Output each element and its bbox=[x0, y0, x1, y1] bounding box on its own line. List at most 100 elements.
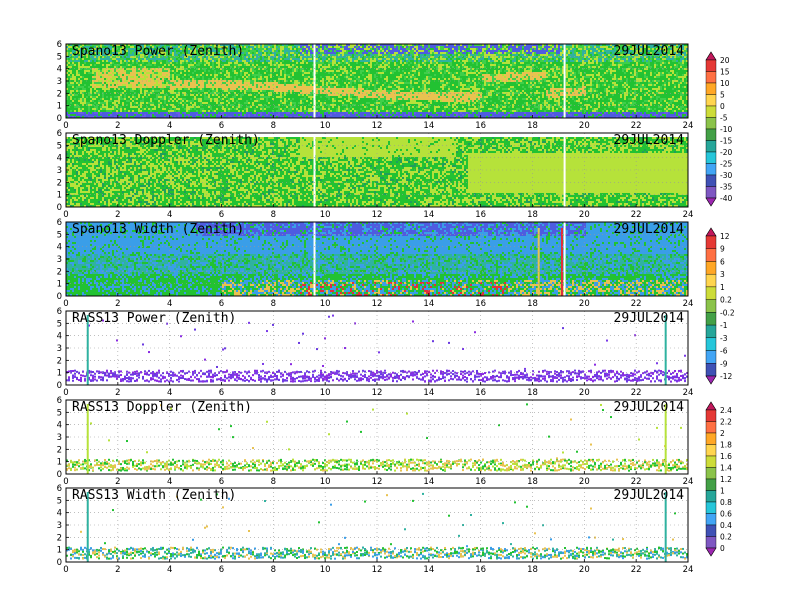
heatmap-cell bbox=[122, 66, 124, 68]
heatmap-cell bbox=[288, 92, 290, 94]
heatmap-cell bbox=[178, 84, 180, 86]
heatmap-cell bbox=[98, 58, 100, 60]
heatmap-cell bbox=[150, 82, 152, 84]
heatmap-cell bbox=[242, 82, 244, 84]
heatmap-cell bbox=[162, 84, 164, 86]
heatmap-cell bbox=[116, 52, 118, 54]
heatmap-cell bbox=[268, 100, 270, 102]
heatmap-cell bbox=[98, 108, 100, 110]
heatmap-cell bbox=[96, 116, 98, 118]
heatmap-cell bbox=[104, 102, 106, 104]
heatmap-cell bbox=[214, 62, 216, 64]
heatmap-cell bbox=[226, 68, 228, 70]
heatmap-cell bbox=[180, 64, 182, 66]
heatmap-cell bbox=[160, 74, 162, 76]
heatmap-cell bbox=[276, 80, 278, 82]
heatmap-cell bbox=[186, 68, 188, 70]
heatmap-cell bbox=[158, 88, 160, 90]
heatmap-cell bbox=[194, 76, 196, 78]
heatmap-cell bbox=[94, 84, 96, 86]
heatmap-cell bbox=[238, 84, 240, 86]
heatmap-cell bbox=[242, 96, 244, 98]
heatmap-cell bbox=[328, 94, 330, 96]
heatmap-cell bbox=[186, 88, 188, 90]
heatmap-cell bbox=[180, 50, 182, 52]
heatmap-cell bbox=[188, 110, 190, 112]
heatmap-cell bbox=[248, 78, 250, 80]
heatmap-cell bbox=[232, 88, 234, 90]
heatmap-cell bbox=[174, 60, 176, 62]
heatmap-cell bbox=[198, 72, 200, 74]
heatmap-cell bbox=[312, 58, 314, 60]
heatmap-cell bbox=[234, 60, 236, 62]
heatmap-cell bbox=[218, 72, 220, 74]
heatmap-cell bbox=[236, 92, 238, 94]
heatmap-cell bbox=[224, 60, 226, 62]
heatmap-cell bbox=[310, 60, 312, 62]
heatmap-cell bbox=[74, 46, 76, 48]
heatmap-cell bbox=[210, 116, 212, 118]
heatmap-cell bbox=[90, 68, 92, 70]
heatmap-cell bbox=[274, 62, 276, 64]
heatmap-cell bbox=[236, 44, 238, 46]
heatmap-cell bbox=[192, 102, 194, 104]
heatmap-cell bbox=[218, 74, 220, 76]
heatmap-cell bbox=[164, 80, 166, 82]
heatmap-cell bbox=[228, 96, 230, 98]
heatmap-cell bbox=[272, 100, 274, 102]
heatmap-cell bbox=[288, 44, 290, 46]
heatmap-cell bbox=[116, 54, 118, 56]
heatmap-cell bbox=[214, 48, 216, 50]
heatmap-cell bbox=[224, 56, 226, 58]
heatmap-cell bbox=[130, 64, 132, 66]
heatmap-cell bbox=[104, 58, 106, 60]
heatmap-cell bbox=[284, 68, 286, 70]
heatmap-cell bbox=[152, 84, 154, 86]
heatmap-cell bbox=[70, 84, 72, 86]
heatmap-cell bbox=[212, 50, 214, 52]
heatmap-cell bbox=[224, 112, 226, 114]
heatmap-cell bbox=[244, 106, 246, 108]
heatmap-cell bbox=[228, 62, 230, 64]
heatmap-cell bbox=[134, 54, 136, 56]
heatmap-cell bbox=[246, 86, 248, 88]
heatmap-cell bbox=[288, 74, 290, 76]
heatmap-cell bbox=[110, 86, 112, 88]
heatmap-cell bbox=[198, 94, 200, 96]
heatmap-cell bbox=[220, 86, 222, 88]
heatmap-cell bbox=[198, 104, 200, 106]
heatmap-cell bbox=[190, 96, 192, 98]
heatmap-cell bbox=[318, 44, 320, 46]
heatmap-cell bbox=[310, 76, 312, 78]
heatmap-cell bbox=[186, 76, 188, 78]
heatmap-cell bbox=[268, 112, 270, 114]
heatmap-cell bbox=[142, 92, 144, 94]
heatmap-cell bbox=[84, 90, 86, 92]
heatmap-cell bbox=[98, 60, 100, 62]
heatmap-cell bbox=[268, 46, 270, 48]
heatmap-cell bbox=[196, 100, 198, 102]
heatmap-cell bbox=[318, 92, 320, 94]
heatmap-cell bbox=[248, 104, 250, 106]
heatmap-cell bbox=[206, 48, 208, 50]
heatmap-cell bbox=[214, 82, 216, 84]
heatmap-cell bbox=[304, 114, 306, 116]
heatmap-cell bbox=[228, 46, 230, 48]
heatmap-cell bbox=[234, 92, 236, 94]
heatmap-cell bbox=[298, 108, 300, 110]
heatmap-cell bbox=[116, 104, 118, 106]
heatmap-cell bbox=[206, 82, 208, 84]
heatmap-cell bbox=[88, 54, 90, 56]
heatmap-cell bbox=[278, 74, 280, 76]
heatmap-cell bbox=[174, 88, 176, 90]
heatmap-cell bbox=[142, 62, 144, 64]
heatmap-cell bbox=[286, 116, 288, 118]
heatmap-cell bbox=[160, 94, 162, 96]
heatmap-cell bbox=[126, 114, 128, 116]
heatmap-cell bbox=[164, 106, 166, 108]
heatmap-cell bbox=[166, 110, 168, 112]
heatmap-cell bbox=[80, 92, 82, 94]
heatmap-cell bbox=[122, 70, 124, 72]
heatmap-cell bbox=[288, 66, 290, 68]
heatmap-cell bbox=[204, 82, 206, 84]
